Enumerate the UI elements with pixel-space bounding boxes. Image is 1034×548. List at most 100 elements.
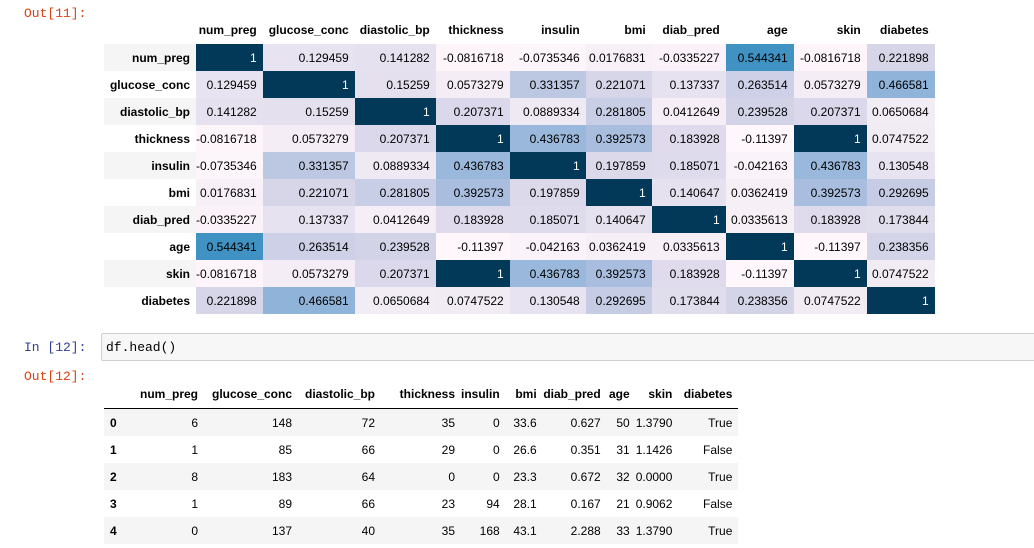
corr-cell: 0.207371 [793,98,867,125]
corr-cell: -0.042163 [725,152,794,179]
head-cell: 94 [486,496,500,511]
head-cell: 64 [361,469,376,484]
corr-cell: 0.239528 [354,233,436,260]
corr-cell: 0.0573279 [793,71,867,98]
corr-column-header: age [767,23,788,37]
head-cell: False [703,442,733,457]
corr-column-header: bmi [624,23,646,37]
output-prompt-11: Out[11]: [24,6,87,21]
corr-cell: 0.544341 [725,44,794,71]
corr-row: skin -0.0816718 0.0573279 0.207371 1 0.436783… [104,260,935,287]
corr-cell: 0.0573279 [262,260,355,287]
corr-cell: 1 [509,152,586,179]
head-cell: 0 [191,523,199,538]
head-cell: True [708,469,733,484]
corr-cell: 1 [354,98,436,125]
corr-cell: -0.042163 [509,233,586,260]
corr-cell: 0.0573279 [262,125,355,152]
head-cell: 50 [616,415,630,430]
head-cell: 31 [616,442,630,457]
head-cell: 0 [448,469,456,484]
corr-cell: 0.392573 [435,179,510,206]
corr-row-header: diastolic_bp [104,98,196,125]
corr-cell: -0.11397 [793,233,867,260]
corr-cell: 0.0362419 [725,179,794,206]
corr-cell: 0.0889334 [509,98,586,125]
corr-cell: 0.292695 [866,179,935,206]
head-column-header: skin [635,380,679,409]
corr-cell: -0.0335227 [196,206,263,233]
corr-cell: 0.221071 [262,179,355,206]
head-cell: 28.1 [513,496,537,511]
corr-cell: 0.281805 [354,179,436,206]
corr-cell: 0.221898 [196,287,263,314]
corr-cell: 0.238356 [725,287,794,314]
corr-cell: 0.436783 [509,260,586,287]
corr-cell: 1 [793,260,867,287]
corr-cell: 0.392573 [585,260,652,287]
head-cell: 26.6 [513,442,537,457]
corr-cell: 0.185071 [509,206,586,233]
corr-column-header: thickness [448,23,504,37]
corr-cell: 0.331357 [262,152,355,179]
corr-column-header: glucose_conc [268,23,349,37]
corr-cell: 1 [793,125,867,152]
corr-corner-header [104,16,196,44]
corr-cell: 0.292695 [585,287,652,314]
corr-row-header: age [169,239,190,254]
head-row-index: 0 [110,415,117,430]
corr-cell: 0.183928 [651,125,726,152]
corr-cell: 0.544341 [196,233,263,260]
corr-row: diabetes 0.221898 0.466581 0.0650684 0.07475… [104,287,935,314]
head-cell: 0 [493,469,500,484]
head-cell: 66 [361,442,376,457]
corr-column-header: insulin [541,23,580,37]
corr-cell: 0.141282 [354,44,436,71]
corr-column-header: diabetes [880,23,929,37]
corr-row-header: glucose_conc [109,77,190,92]
head-cell: True [708,415,733,430]
head-cell: 40 [361,523,376,538]
head-cell: 1.3790 [635,523,673,538]
corr-cell: 0.331357 [509,71,586,98]
head-cell: 137 [271,523,293,538]
head-cell: 0 [493,442,500,457]
corr-column-header: num_preg [198,23,257,37]
head-cell: 0.0000 [635,469,673,484]
corr-cell: 0.207371 [354,260,436,287]
head-cell: 33 [616,523,630,538]
corr-cell: -0.0735346 [196,152,263,179]
output-prompt-12: Out[12]: [24,369,87,384]
corr-cell: 1 [725,233,794,260]
corr-row-header: thickness [134,131,190,146]
head-cell: 0.351 [570,442,601,457]
head-column-header: diabetes [678,380,739,409]
correlation-heatmap-table: num_preg glucose_conc diastolic_bp thicknes… [104,16,935,314]
corr-cell: 0.207371 [435,98,510,125]
head-cell: 6 [191,415,199,430]
corr-cell: 0.263514 [262,233,355,260]
corr-cell: 0.173844 [866,206,935,233]
corr-cell: -0.11397 [725,260,794,287]
corr-cell: 0.141282 [196,98,263,125]
head-cell: 66 [361,496,376,511]
corr-row-header: num_preg [104,44,196,71]
head-cell: 0.167 [570,496,601,511]
code-cell-editor[interactable]: df.head() [101,333,1034,361]
corr-cell: 0.0412649 [354,206,436,233]
corr-cell: 0.130548 [866,152,935,179]
corr-row-header: skin [104,260,196,287]
head-cell: 1 [191,496,199,511]
corr-header-row: num_preg glucose_conc diastolic_bp thicknes… [104,16,935,44]
head-cell: 0.672 [570,469,601,484]
corr-cell: -0.0816718 [196,125,263,152]
head-row: 4 0 137 40 35 168 43.1 2.288 33 1.3790 True [104,517,739,544]
corr-cell: 0.0650684 [866,98,935,125]
code-text[interactable]: df.head() [106,340,177,355]
head-row-index: 2 [110,469,117,484]
corr-row-header: diab_pred [104,206,196,233]
corr-cell: 0.137337 [262,206,355,233]
corr-cell: 0.281805 [585,98,652,125]
input-prompt-12: In [12]: [24,340,87,355]
head-cell: 1.3790 [635,415,673,430]
